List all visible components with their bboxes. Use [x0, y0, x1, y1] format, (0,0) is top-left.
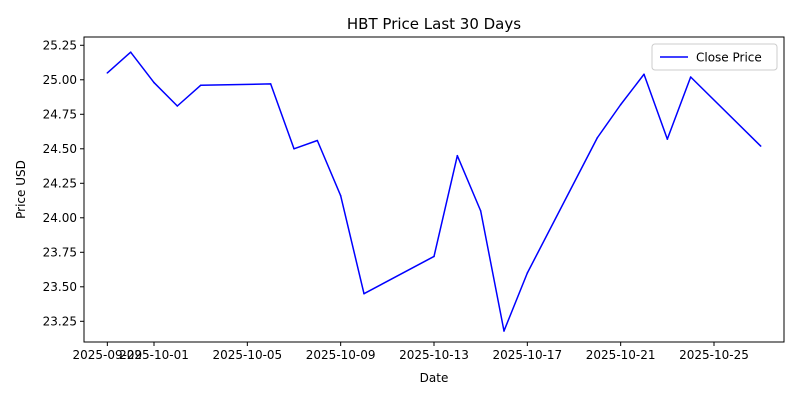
y-tick-label: 23.50 — [43, 280, 77, 294]
legend-box — [651, 43, 778, 71]
x-tick-label: 2025-10-09 — [306, 348, 376, 362]
x-tick-label: 2025-10-13 — [399, 348, 469, 362]
data-point — [269, 83, 272, 85]
data-point — [619, 103, 622, 106]
plot-frame — [83, 36, 785, 343]
data-point — [199, 84, 202, 87]
data-point — [176, 105, 179, 107]
y-axis-title: Price USD — [14, 160, 28, 219]
chart-title: HBT Price Last 30 Days — [347, 15, 521, 33]
data-point — [153, 81, 155, 84]
x-tick-label: 2025-10-25 — [679, 348, 749, 362]
y-tick-label: 23.25 — [43, 314, 77, 328]
data-point — [643, 73, 645, 76]
x-tick-label: 2025-10-05 — [212, 348, 282, 362]
y-tick-label: 25.25 — [43, 38, 77, 52]
data-point — [456, 154, 459, 157]
series-line-0 — [106, 51, 762, 332]
data-point — [293, 147, 295, 150]
data-point — [666, 138, 669, 140]
legend-label-close-price: Close Price — [696, 51, 762, 65]
y-axis: 23.25 23.50 23.75 24.00 24.25 24.50 24.75 25.00… — [43, 38, 84, 328]
data-point — [339, 194, 342, 197]
data-point — [503, 330, 505, 332]
data-point — [689, 76, 692, 78]
data-point — [596, 136, 599, 139]
x-tick-label: 2025-10-17 — [492, 348, 562, 362]
x-tick-label: 2025-09-29 — [72, 348, 142, 362]
data-point — [479, 210, 482, 212]
legend: Close Price — [651, 43, 778, 71]
x-axis-title: Date — [420, 371, 449, 385]
data-point — [106, 72, 109, 74]
data-point — [526, 272, 529, 274]
data-point — [316, 139, 319, 142]
y-tick-label: 23.75 — [43, 245, 77, 259]
y-tick-label: 24.50 — [43, 142, 77, 156]
y-tick-label: 24.75 — [43, 107, 77, 121]
y-tick-label: 24.00 — [43, 211, 77, 225]
y-tick-label: 24.25 — [43, 176, 77, 190]
plot-area — [106, 51, 762, 332]
y-tick-label: 25.00 — [43, 73, 77, 87]
data-point — [129, 51, 132, 53]
x-tick-label: 2025-10-21 — [586, 348, 656, 362]
data-point — [433, 255, 435, 258]
data-point — [759, 145, 762, 147]
x-tick-label: 2025-10-01 — [119, 348, 189, 362]
data-point — [363, 292, 365, 295]
